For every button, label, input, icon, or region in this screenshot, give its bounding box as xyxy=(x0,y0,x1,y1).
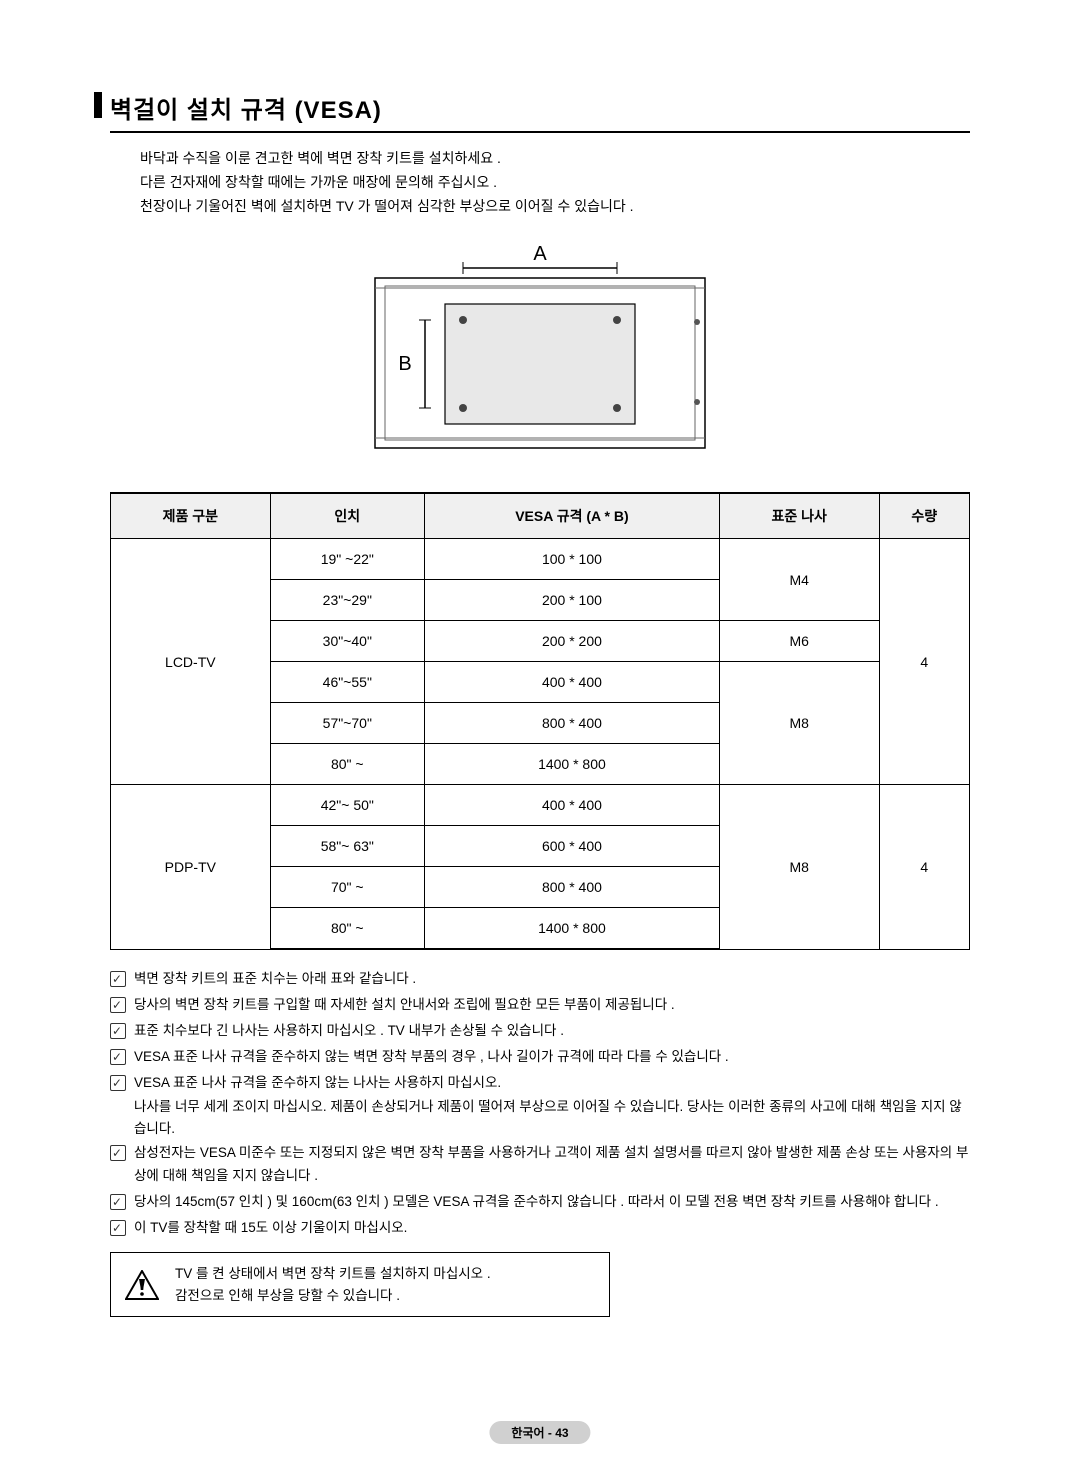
warning-icon xyxy=(125,1270,159,1300)
cell: M8 xyxy=(719,785,879,950)
cell: 800 * 400 xyxy=(424,867,719,908)
cell: 600 * 400 xyxy=(424,826,719,867)
title-accent-bar xyxy=(94,92,102,118)
col-vesa: VESA 규격 (A * B) xyxy=(424,493,719,539)
cell: M8 xyxy=(719,662,879,785)
cell: 800 * 400 xyxy=(424,703,719,744)
cell: 200 * 100 xyxy=(424,580,719,621)
note-item: 당사의 벽면 장착 키트를 구입할 때 자세한 설치 안내서와 조립에 필요한 … xyxy=(110,994,970,1017)
col-qty: 수량 xyxy=(879,493,969,539)
note-item: 당사의 145cm(57 인치 ) 및 160cm(63 인치 ) 모델은 VE… xyxy=(110,1191,970,1214)
cell: 23"~29" xyxy=(270,580,424,621)
page-title: 벽걸이 설치 규격 (VESA) xyxy=(110,90,970,125)
intro-line: 다른 건자재에 장착할 때에는 가까운 매장에 문의해 주십시오 . xyxy=(140,171,970,195)
cell: 100 * 100 xyxy=(424,539,719,580)
col-screw: 표준 나사 xyxy=(719,493,879,539)
lcd-label: LCD-TV xyxy=(111,539,271,785)
cell: 400 * 400 xyxy=(424,662,719,703)
intro-line: 천장이나 기울어진 벽에 설치하면 TV 가 떨어져 심각한 부상으로 이어질 … xyxy=(140,195,970,219)
cell: 1400 * 800 xyxy=(424,908,719,950)
title-section: 벽걸이 설치 규격 (VESA) xyxy=(110,90,970,133)
note-item: VESA 표준 나사 규격을 준수하지 않는 나사는 사용하지 마십시오. xyxy=(110,1072,970,1095)
cell: 400 * 400 xyxy=(424,785,719,826)
col-product: 제품 구분 xyxy=(111,493,271,539)
cell: M4 xyxy=(719,539,879,621)
note-item: 벽면 장착 키트의 표준 치수는 아래 표와 같습니다 . xyxy=(110,968,970,991)
cell: 4 xyxy=(879,785,969,950)
cell: M6 xyxy=(719,621,879,662)
spec-table: 제품 구분 인치 VESA 규격 (A * B) 표준 나사 수량 LCD-TV… xyxy=(110,492,970,950)
cell: 80" ~ xyxy=(270,908,424,950)
note-item: 이 TV를 장착할 때 15도 이상 기울이지 마십시오. xyxy=(110,1217,970,1240)
intro-line: 바닥과 수직을 이룬 견고한 벽에 벽면 장착 키트를 설치하세요 . xyxy=(140,147,970,171)
cell: 70" ~ xyxy=(270,867,424,908)
cell: 200 * 200 xyxy=(424,621,719,662)
page-footer: 한국어 - 43 xyxy=(489,1421,590,1444)
warn-line: TV 를 켠 상태에서 벽면 장착 키트를 설치하지 마십시오 . xyxy=(175,1263,491,1285)
cell: 1400 * 800 xyxy=(424,744,719,785)
warn-line: 감전으로 인해 부상을 당할 수 있습니다 . xyxy=(175,1285,491,1307)
note-item: VESA 표준 나사 규격을 준수하지 않는 벽면 장착 부품의 경우 , 나사… xyxy=(110,1046,970,1069)
cell: 4 xyxy=(879,539,969,785)
cell: 58"~ 63" xyxy=(270,826,424,867)
cell: 80" ~ xyxy=(270,744,424,785)
pdp-label: PDP-TV xyxy=(111,785,271,950)
note-item: 표준 치수보다 긴 나사는 사용하지 마십시오 . TV 내부가 손상될 수 있… xyxy=(110,1020,970,1043)
warning-box: TV 를 켠 상태에서 벽면 장착 키트를 설치하지 마십시오 . 감전으로 인… xyxy=(110,1252,610,1317)
col-inch: 인치 xyxy=(270,493,424,539)
cell: 57"~70" xyxy=(270,703,424,744)
notes-list: 벽면 장착 키트의 표준 치수는 아래 표와 같습니다 . 당사의 벽면 장착 … xyxy=(110,968,970,1240)
note-item: 삼성전자는 VESA 미준수 또는 지정되지 않은 벽면 장착 부품을 사용하거… xyxy=(110,1142,970,1188)
diagram-label-a: A xyxy=(533,243,547,265)
diagram-label-b: B xyxy=(398,353,411,375)
vesa-diagram: A B xyxy=(345,242,735,462)
intro-text: 바닥과 수직을 이룬 견고한 벽에 벽면 장착 키트를 설치하세요 . 다른 건… xyxy=(140,147,970,218)
warning-text: TV 를 켠 상태에서 벽면 장착 키트를 설치하지 마십시오 . 감전으로 인… xyxy=(175,1263,491,1306)
cell: 19" ~22" xyxy=(270,539,424,580)
note-sub: 나사를 너무 세게 조이지 마십시오. 제품이 손상되거나 제품이 떨어져 부상… xyxy=(110,1096,970,1139)
cell: 42"~ 50" xyxy=(270,785,424,826)
cell: 46"~55" xyxy=(270,662,424,703)
cell: 30"~40" xyxy=(270,621,424,662)
